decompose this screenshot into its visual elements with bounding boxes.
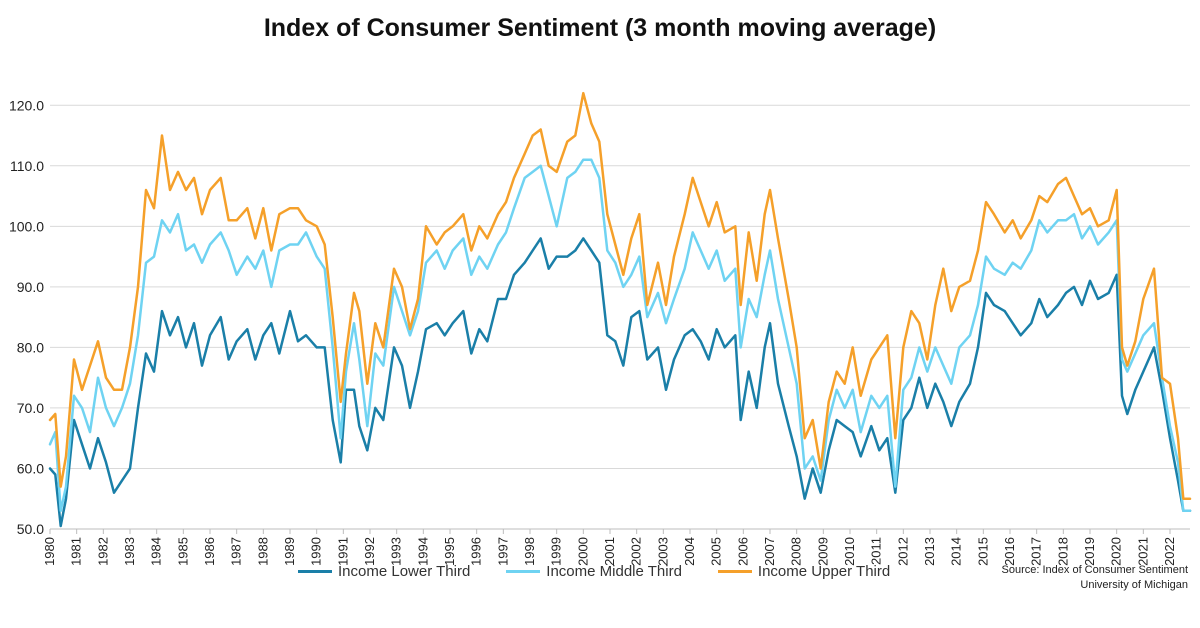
legend-label-upper: Income Upper Third [757,563,891,580]
x-tick-label: 2019 [1082,537,1097,566]
x-tick-label: 1989 [282,537,297,566]
x-tick-label: 2014 [949,537,964,566]
x-tick-label: 1983 [122,537,137,566]
x-tick-label: 1980 [42,537,57,566]
x-tick-label: 2004 [682,537,697,566]
y-axis-ticks: 50.0 60.0 70.0 80.0 90.0 100.0 110.0 120.0 [9,97,44,537]
x-tick-label: 1995 [442,537,457,566]
x-tick-label: 1998 [522,537,537,566]
legend-item-middle: Income Middle Third [506,563,682,580]
x-tick-label: 2018 [1055,537,1070,566]
source-line-2: University of Michigan [1080,579,1188,591]
y-tick-label: 100.0 [9,218,44,234]
legend-swatch-middle [506,570,541,573]
x-tick-label: 1994 [415,537,430,566]
x-tick-label: 2003 [655,537,670,566]
x-tick-label: 1987 [229,537,244,566]
x-tick-label: 1985 [175,537,190,566]
legend-label-lower: Income Lower Third [338,563,471,580]
x-tick-label: 1984 [149,537,164,566]
y-tick-label: 80.0 [17,339,44,355]
source-note: Source: Index of Consumer Sentiment Univ… [1002,563,1188,593]
y-tick-label: 110.0 [10,158,44,174]
series-line-upper [48,91,1192,500]
x-tick-label: 2015 [975,537,990,566]
legend-swatch-upper [717,570,752,573]
x-tick-label: 2006 [735,537,750,566]
x-tick-label: 1990 [309,537,324,566]
legend-item-upper: Income Upper Third [717,563,891,580]
legend: Income Lower Third Income Middle Third I… [298,563,890,580]
x-tick-label: 1988 [255,537,270,566]
x-tick-label: 1996 [469,537,484,566]
legend-swatch-lower [298,570,332,573]
x-tick-label: 1992 [362,537,377,566]
x-tick-label: 2002 [629,537,644,566]
y-tick-label: 120.0 [9,97,44,113]
y-tick-label: 50.0 [17,521,44,537]
x-tick-label: 2020 [1109,537,1124,566]
x-tick-label: 2017 [1029,537,1044,566]
x-tick-label: 2009 [815,537,830,566]
x-tick-label: 2016 [1002,537,1017,566]
x-tick-label: 2005 [709,537,724,566]
x-tick-label: 2001 [602,537,617,566]
legend-item-lower: Income Lower Third [298,563,470,580]
chart-title: Index of Consumer Sentiment (3 month mov… [263,14,937,42]
x-tick-label: 2008 [789,537,804,566]
x-tick-label: 2011 [869,537,884,565]
x-tick-label: 1997 [495,537,510,566]
x-tick-label: 2022 [1162,537,1177,566]
x-tick-label: 1981 [69,537,84,566]
x-tick-label: 1991 [335,537,350,566]
x-axis-ticks: 1980 1981 1982 1983 1984 1985 1986 1987 1988 1989… [42,529,1177,566]
legend-label-middle: Income Middle Third [546,563,682,580]
source-line-1: Source: Index of Consumer Sentiment [1001,564,1188,576]
x-tick-label: 2013 [922,537,937,566]
x-tick-label: 1993 [389,537,404,566]
y-tick-label: 70.0 [17,400,44,416]
series-line-middle [48,158,1192,513]
x-tick-label: 2007 [762,537,777,566]
y-tick-label: 60.0 [17,460,44,476]
x-tick-label: 1982 [95,537,110,566]
y-tick-label: 90.0 [17,279,44,295]
x-tick-label: 1986 [202,537,217,566]
x-tick-label: 2000 [575,537,590,566]
x-tick-label: 2021 [1135,537,1150,566]
x-tick-label: 1999 [549,537,564,566]
gridlines [50,104,1190,530]
series-lines [48,91,1192,528]
x-tick-label: 2010 [842,537,857,566]
series-line-lower [48,237,1192,528]
x-tick-label: 2012 [895,537,910,566]
